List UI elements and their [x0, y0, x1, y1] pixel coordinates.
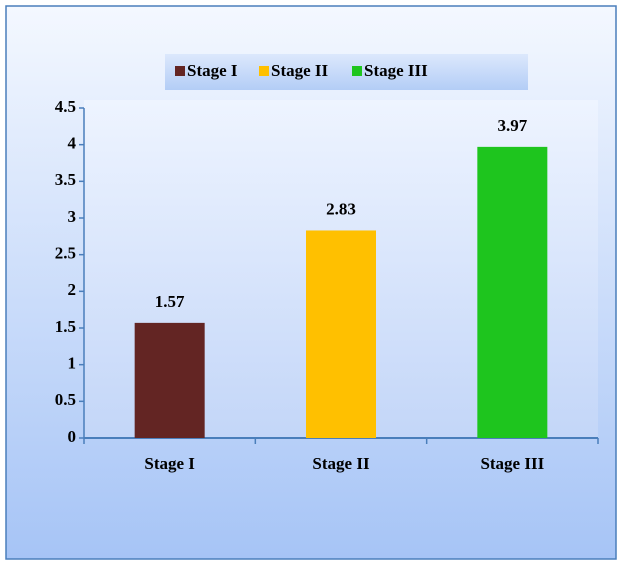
y-tick-label: 2	[68, 280, 77, 299]
legend-swatch	[259, 66, 269, 76]
bar	[306, 230, 376, 438]
x-tick-label: Stage I	[144, 454, 195, 473]
y-tick-label: 4	[68, 134, 77, 153]
y-tick-label: 1	[68, 354, 77, 373]
bar	[134, 322, 205, 438]
x-tick-label: Stage II	[312, 454, 370, 473]
legend-label: Stage I	[187, 61, 238, 80]
legend-label: Stage II	[271, 61, 329, 80]
value-label: 3.97	[497, 116, 527, 135]
y-tick-label: 0.5	[55, 390, 76, 409]
bar	[477, 146, 548, 438]
value-label: 2.83	[326, 199, 356, 218]
legend-swatch	[175, 66, 185, 76]
value-label: 1.57	[155, 292, 185, 311]
y-tick-label: 0	[68, 427, 77, 446]
x-tick-label: Stage III	[480, 454, 544, 473]
legend-swatch	[352, 66, 362, 76]
legend-label: Stage III	[364, 61, 428, 80]
y-tick-label: 3	[68, 207, 77, 226]
y-tick-label: 1.5	[55, 317, 76, 336]
legend-box	[165, 54, 528, 90]
y-tick-label: 2.5	[55, 244, 76, 263]
y-tick-label: 4.5	[55, 97, 76, 116]
y-tick-label: 3.5	[55, 170, 76, 189]
